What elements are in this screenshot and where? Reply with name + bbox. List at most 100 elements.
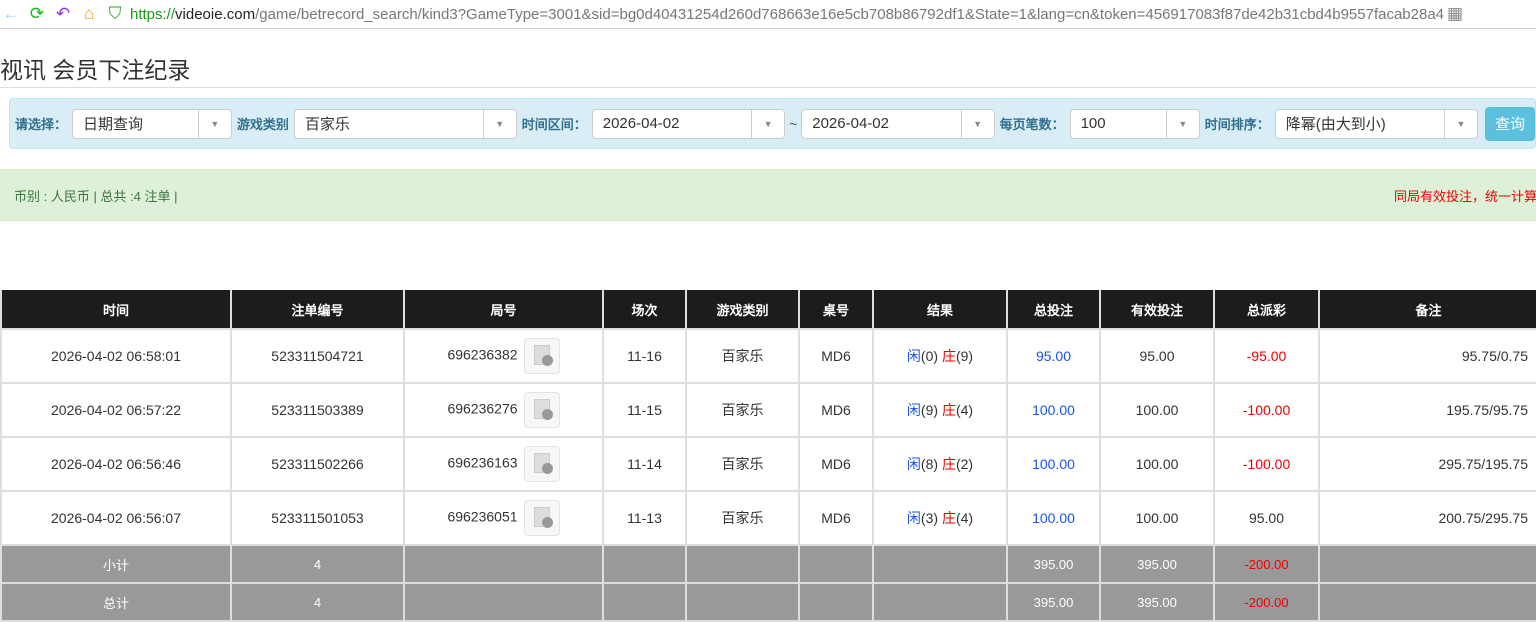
cell-result: 闲(9) 庄(4) xyxy=(872,382,1008,438)
cell-table: MD6 xyxy=(798,436,874,492)
date-from-select[interactable]: 2026-04-02 ▼ xyxy=(591,108,786,139)
cell-valid: 95.00 xyxy=(1099,328,1215,384)
cell-bet_id: 523311502266 xyxy=(230,436,405,492)
sort-select[interactable]: 降幂(由大到小) ▼ xyxy=(1274,108,1478,139)
cell-total: 95.00 xyxy=(1006,328,1101,384)
range-label: 时间区间： xyxy=(521,117,587,132)
table-row: 2026-04-02 06:56:07 523311501053 696236051… xyxy=(0,490,1536,546)
undo-icon[interactable]: ↶ xyxy=(55,4,71,23)
game-type-select[interactable]: 百家乐 ▼ xyxy=(293,108,517,139)
bet-records-table: 时间 注单编号 局号 场次 游戏类别 桌号 结果 总投注 有效投注 总派彩 备注 2026-04-0… xyxy=(0,290,1536,622)
cell-round: 696236276 xyxy=(403,382,604,438)
cell-game: 百家乐 xyxy=(685,490,800,546)
cell-time: 2026-04-02 06:56:07 xyxy=(0,490,232,546)
summary-label: 总计 xyxy=(0,582,232,622)
column-header: 备注 xyxy=(1318,290,1536,330)
cell-time: 2026-04-02 06:58:01 xyxy=(0,328,232,384)
notice-text: 同局有效投注，统一计算在该局 xyxy=(1393,188,1536,204)
select-label: 请选择： xyxy=(15,117,68,132)
cell-table: MD6 xyxy=(798,490,874,546)
cell-game: 百家乐 xyxy=(685,436,800,492)
cell-table: MD6 xyxy=(798,382,874,438)
query-button[interactable]: 查询 xyxy=(1484,106,1535,141)
summary-count: 4 xyxy=(230,544,405,584)
summary-count: 4 xyxy=(230,582,405,622)
summary-payout: -200.00 xyxy=(1213,544,1320,584)
chevron-down-icon: ▼ xyxy=(482,109,516,138)
cell-payout: 95.00 xyxy=(1213,490,1320,546)
reload-icon[interactable]: ⟳ xyxy=(29,4,45,23)
home-icon[interactable]: ⌂ xyxy=(83,4,95,23)
query-type-select[interactable]: 日期查询 ▼ xyxy=(72,108,232,139)
cell-payout: -100.00 xyxy=(1213,436,1320,492)
table-row: 2026-04-02 06:57:22 523311503389 696236276… xyxy=(0,382,1536,438)
cell-valid: 100.00 xyxy=(1099,490,1215,546)
qr-code-icon[interactable]: ▦ xyxy=(1447,4,1464,23)
column-header: 总派彩 xyxy=(1213,290,1320,330)
info-bar: 币别 : 人民币 | 总共 :4 注单 | 同局有效投注，统一计算在该局 xyxy=(0,169,1536,221)
game-label: 游戏类别 xyxy=(236,117,289,132)
column-header: 游戏类别 xyxy=(685,290,800,330)
video-replay-icon[interactable] xyxy=(523,446,560,482)
column-header: 时间 xyxy=(0,290,232,330)
cell-bet_id: 523311503389 xyxy=(230,382,405,438)
chevron-down-icon: ▼ xyxy=(1165,109,1199,138)
shield-icon: ⛉ xyxy=(108,4,122,23)
summary-payout: -200.00 xyxy=(1213,582,1320,622)
back-icon[interactable]: ← xyxy=(2,4,20,23)
cell-result: 闲(3) 庄(4) xyxy=(872,490,1008,546)
summary-text: 币别 : 人民币 | 总共 :4 注单 | xyxy=(14,188,178,204)
subtotal-row: 小计 4 395.00 395.00 -200.00 xyxy=(0,544,1536,584)
filter-bar: 请选择： 日期查询 ▼ 游戏类别 百家乐 ▼ 时间区间： 2026-04-02 ▼ ~… xyxy=(9,98,1536,149)
table-row: 2026-04-02 06:56:46 523311502266 696236163… xyxy=(0,436,1536,492)
column-header: 注单编号 xyxy=(230,290,405,330)
column-header: 桌号 xyxy=(798,290,874,330)
column-header: 总投注 xyxy=(1006,290,1101,330)
grand_total-row: 总计 4 395.00 395.00 -200.00 xyxy=(0,582,1536,622)
address-bar: ← ⟳ ↶ ⌂ ⛉ https://videoie.com/game/betre… xyxy=(0,0,1536,29)
cell-total: 100.00 xyxy=(1006,382,1101,438)
summary-valid: 395.00 xyxy=(1099,544,1215,584)
cell-game: 百家乐 xyxy=(685,328,800,384)
summary-total: 395.00 xyxy=(1006,582,1101,622)
cell-payout: -100.00 xyxy=(1213,382,1320,438)
cell-session: 11-16 xyxy=(602,328,687,384)
column-header: 结果 xyxy=(872,290,1008,330)
cell-round: 696236382 xyxy=(403,328,604,384)
table-row: 2026-04-02 06:58:01 523311504721 696236382… xyxy=(0,328,1536,384)
chevron-down-icon: ▼ xyxy=(197,109,231,138)
per-page-label: 每页笔数： xyxy=(999,117,1065,132)
cell-note: 95.75/0.75 xyxy=(1318,328,1536,384)
column-header: 局号 xyxy=(403,290,604,330)
cell-note: 200.75/295.75 xyxy=(1318,490,1536,546)
cell-result: 闲(8) 庄(2) xyxy=(872,436,1008,492)
video-replay-icon[interactable] xyxy=(523,392,560,428)
video-replay-icon[interactable] xyxy=(523,500,560,536)
cell-bet_id: 523311504721 xyxy=(230,328,405,384)
cell-session: 11-13 xyxy=(602,490,687,546)
chevron-down-icon: ▼ xyxy=(1443,109,1477,138)
chevron-down-icon: ▼ xyxy=(960,109,994,138)
cell-session: 11-14 xyxy=(602,436,687,492)
cell-bet_id: 523311501053 xyxy=(230,490,405,546)
summary-label: 小计 xyxy=(0,544,232,584)
per-page-select[interactable]: 100 ▼ xyxy=(1069,108,1200,139)
video-replay-icon[interactable] xyxy=(523,338,560,374)
cell-round: 696236051 xyxy=(403,490,604,546)
cell-table: MD6 xyxy=(798,328,874,384)
range-separator: ~ xyxy=(789,115,798,132)
cell-round: 696236163 xyxy=(403,436,604,492)
cell-note: 195.75/95.75 xyxy=(1318,382,1536,438)
cell-session: 11-15 xyxy=(602,382,687,438)
column-header: 场次 xyxy=(602,290,687,330)
cell-payout: -95.00 xyxy=(1213,328,1320,384)
date-to-select[interactable]: 2026-04-02 ▼ xyxy=(801,108,995,139)
column-header: 有效投注 xyxy=(1099,290,1215,330)
summary-total: 395.00 xyxy=(1006,544,1101,584)
url-field[interactable]: https://videoie.com/game/betrecord_searc… xyxy=(130,5,1445,23)
cell-total: 100.00 xyxy=(1006,436,1101,492)
cell-time: 2026-04-02 06:57:22 xyxy=(0,382,232,438)
cell-total: 100.00 xyxy=(1006,490,1101,546)
page-title: 视讯 会员下注纪录 xyxy=(0,29,1536,88)
cell-valid: 100.00 xyxy=(1099,436,1215,492)
